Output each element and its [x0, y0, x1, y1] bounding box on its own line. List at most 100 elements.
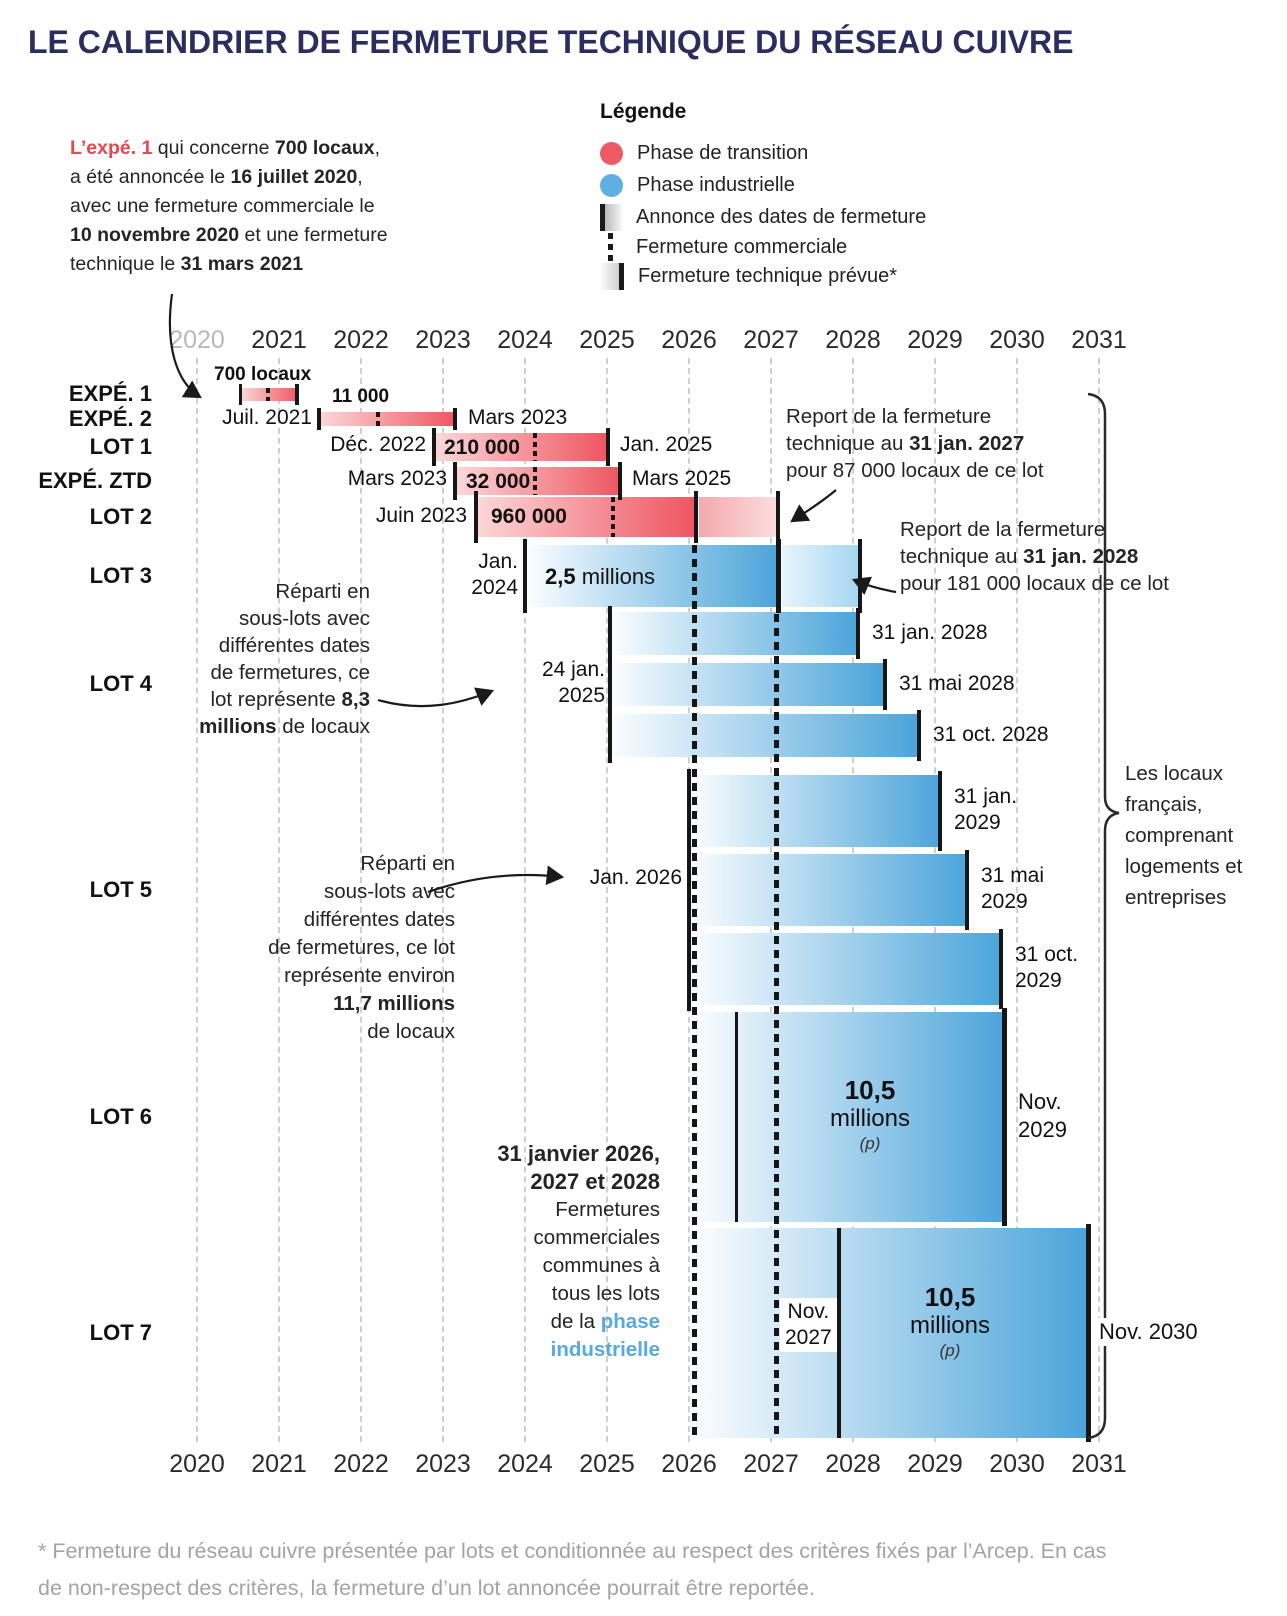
lot4-technical-line-3 [917, 710, 921, 761]
lot7-value-unit: millions [909, 1312, 990, 1339]
legend-item-annonce: Annonce des dates de fermeture [600, 203, 926, 231]
lot2-commercial-line [611, 497, 615, 537]
expe2-end-date: Mars 2023 [468, 406, 568, 429]
lot3-report-extension-bar [782, 545, 858, 607]
lot6-technical-line [1002, 1008, 1007, 1226]
lot1-bar [436, 433, 609, 461]
lot5-bar-2 [692, 854, 969, 926]
lot4-bar-3 [613, 714, 919, 757]
row-label-lot7: LOT 7 [89, 1320, 152, 1345]
row-label-lot4: LOT 4 [89, 671, 152, 696]
expe1-announce-line [239, 384, 242, 405]
lot6-announce-line [735, 1012, 738, 1222]
ztd-end-date: Mars 2025 [632, 467, 732, 490]
lot2-report-extension-bar [699, 497, 776, 537]
axis-year-top: 2022 [333, 326, 389, 354]
lot5-technical-line-2 [965, 850, 969, 930]
legend-label: Fermeture technique prévue* [638, 264, 898, 287]
expe2-commercial-line [376, 412, 380, 426]
gridline [196, 358, 198, 1442]
bracket-note: Les locaux français, comprenant logement… [1125, 762, 1243, 909]
lot4-announce-line [608, 606, 612, 763]
lot5-technical-line-3 [999, 929, 1003, 1009]
gridline [360, 358, 362, 1442]
lot5-note: Réparti en sous-lots avec différentes da… [268, 852, 455, 1043]
lot3-report-note: Report de la fermeture technique au 31 j… [900, 516, 1180, 597]
lot4-end-date-1: 31 jan. 2028 [872, 621, 988, 644]
page-title: LE CALENDRIER DE FERMETURE TECHNIQUE DU … [28, 24, 1074, 60]
transition-dot-icon [600, 141, 623, 165]
ztd-commercial-line [533, 467, 537, 495]
industrial-dot-icon [600, 173, 623, 197]
lot1-commercial-line [533, 433, 537, 461]
legend-item-commerciale: Fermeture commerciale [600, 233, 847, 261]
lot7-announce-line [837, 1228, 841, 1438]
lot2-report-note: Report de la fermeture technique au 31 j… [786, 403, 1056, 484]
ztd-announce-line [453, 462, 457, 500]
row-label-lot3: LOT 3 [89, 563, 152, 588]
lot1-announce-line [432, 428, 436, 466]
axis-year-bottom: 2025 [579, 1450, 635, 1478]
axis-year-top: 2024 [497, 326, 553, 354]
lot6-value: 10,5 millions (p) [790, 1075, 950, 1155]
lot4-end-date-2: 31 mai 2028 [899, 672, 1015, 695]
row-label-ztd: EXPÉ. ZTD [38, 468, 152, 493]
technical-line-icon [600, 262, 624, 290]
lot5-end-date-1: 31 jan. 2029 [954, 785, 1018, 834]
lot3-report-line3: pour 181 000 locaux de ce lot [900, 572, 1169, 595]
dotted-line-icon [608, 233, 613, 261]
lot3-report-line2: technique au 31 jan. 2028 [900, 545, 1139, 568]
lot1-value: 210 000 [444, 436, 520, 459]
lot2-value: 960 000 [491, 505, 567, 528]
lot4-technical-line-1 [856, 608, 860, 659]
announce-line-icon [600, 203, 622, 231]
lot6-value-p: (p) [859, 1134, 881, 1153]
axis-year-bottom: 2020 [169, 1450, 225, 1478]
lot1-start-date: Déc. 2022 [330, 433, 426, 456]
gridline [1016, 358, 1018, 1442]
lot2-report-line1: Report de la fermeture [786, 405, 992, 428]
axis-year-bottom: 2028 [825, 1450, 881, 1478]
lot3-technical-line [776, 539, 781, 613]
expe1-value: 700 locaux [214, 364, 312, 385]
lot2-report-arrow [790, 489, 837, 523]
lot4-bar-1 [613, 612, 858, 655]
lot7-bar [696, 1228, 1088, 1438]
lot4-technical-line-2 [883, 659, 887, 710]
ztd-value: 32 000 [466, 470, 531, 493]
axis-year-bottom: 2030 [989, 1450, 1045, 1478]
expe2-announce-line [317, 408, 321, 430]
legend-item-technique: Fermeture technique prévue* [600, 262, 897, 290]
lot3-start-date: Jan. 2024 [471, 550, 518, 599]
row-label-lot6: LOT 6 [89, 1104, 152, 1129]
row-label-expe1: EXPÉ. 1 [68, 381, 152, 406]
lot5-bar-3 [692, 933, 1003, 1005]
expe1-technical-line [295, 384, 299, 405]
lot5-end-date-3: 31 oct. 2029 [1015, 943, 1079, 992]
common-closures-note: 31 janvier 2026, 2027 et 2028 Fermetures… [497, 1141, 660, 1361]
lot7-value-p: (p) [939, 1341, 961, 1360]
lot3-report-technical-line [858, 539, 862, 613]
lot5-announce-line [687, 769, 691, 1011]
ztd-technical-line [618, 462, 622, 500]
lot3-bar [528, 545, 778, 607]
expe2-value: 11 000 [332, 386, 390, 407]
axis-year-top: 2027 [743, 326, 799, 354]
legend-label: Annonce des dates de fermeture [636, 205, 927, 228]
lot3-value: 2,5 millions [545, 564, 655, 590]
axis-year-top: 2020 [169, 326, 225, 354]
row-label-expe2: EXPÉ. 2 [68, 406, 152, 431]
lot4-end-date-3: 31 oct. 2028 [933, 723, 1049, 746]
axis-year-bottom: 2026 [661, 1450, 717, 1478]
lot2-technical-line [694, 491, 698, 543]
expe1-bar [241, 388, 299, 401]
gridline [442, 358, 444, 1442]
lot3-report-line1: Report de la fermeture [900, 518, 1106, 541]
legend-title: Légende [600, 100, 687, 123]
lot2-start-date: Juin 2023 [375, 504, 467, 527]
lot5-technical-line-1 [938, 771, 942, 851]
lot5-start-date: Jan. 2026 [589, 866, 682, 889]
lot1-end-date: Jan. 2025 [620, 433, 713, 456]
ztd-bar [457, 467, 621, 495]
